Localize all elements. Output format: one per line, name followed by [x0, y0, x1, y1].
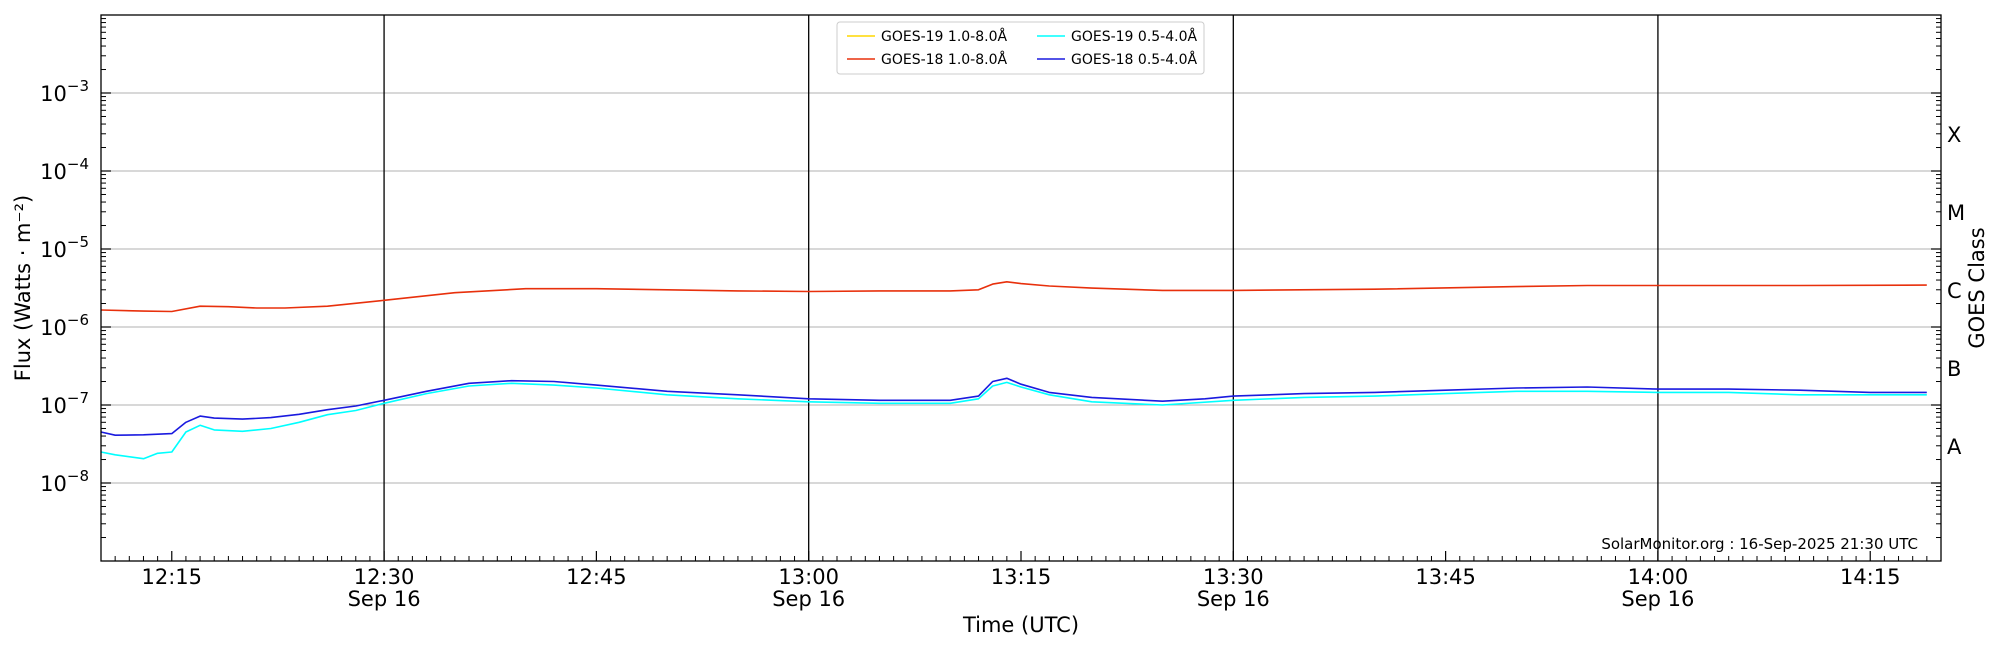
x-tick-label: 12:30 [354, 565, 415, 589]
x-tick-label: 13:15 [991, 565, 1052, 589]
x-tick-date: Sep 16 [1197, 587, 1270, 611]
legend-label-0: GOES-19 1.0-8.0Å [881, 28, 1007, 45]
y-tick-exponent: −4 [67, 155, 89, 173]
goes-class-m: M [1947, 201, 1965, 225]
y-axis-title: Flux (Watts · m⁻²) [11, 195, 35, 381]
goes-class-c: C [1947, 279, 1962, 303]
y-tick-label: 10−6 [40, 311, 89, 340]
legend-box [836, 21, 1205, 75]
y-tick-exponent: −8 [67, 467, 89, 485]
x-tick-label: 13:00 [778, 565, 839, 589]
x-axis-title: Time (UTC) [962, 613, 1079, 637]
y-tick-exponent: −3 [67, 77, 89, 95]
right-axis-title: GOES Class [1965, 227, 1989, 348]
credit-text: SolarMonitor.org : 16-Sep-2025 21:30 UTC [1601, 535, 1918, 553]
y-tick-label: 10−3 [40, 77, 89, 106]
legend: GOES-19 1.0-8.0Å GOES-18 1.0-8.0Å GOES-19 … [836, 21, 1205, 75]
x-tick-label: 14:00 [1628, 565, 1689, 589]
y-tick-labels: 10−810−710−610−510−410−3 [40, 77, 89, 496]
x-tick-date: Sep 16 [772, 587, 845, 611]
day-marker-lines [383, 15, 1659, 561]
y-tick-label: 10−5 [40, 233, 89, 262]
legend-label-3: GOES-18 0.5-4.0Å [1071, 51, 1197, 68]
series-lines [100, 280, 1927, 460]
y-tick-label: 10−7 [40, 389, 89, 418]
goes-class-x: X [1947, 123, 1961, 147]
y-tick-base: 10 [40, 316, 67, 340]
y-tick-base: 10 [40, 394, 67, 418]
x-tick-label: 12:15 [142, 565, 203, 589]
axis-ticks [101, 18, 1941, 561]
series-line-3 [100, 377, 1927, 437]
goes-class-b: B [1947, 357, 1961, 381]
series-line-2 [100, 381, 1927, 460]
x-tick-label: 13:30 [1203, 565, 1264, 589]
x-tick-label: 13:45 [1415, 565, 1476, 589]
x-tick-date: Sep 16 [1621, 587, 1694, 611]
y-tick-base: 10 [40, 472, 67, 496]
plot-frame [100, 14, 1942, 562]
y-tick-base: 10 [40, 82, 67, 106]
x-tick-label: 12:45 [566, 565, 627, 589]
legend-label-2: GOES-19 0.5-4.0Å [1071, 28, 1197, 45]
y-tick-exponent: −5 [67, 233, 89, 251]
y-tick-label: 10−4 [40, 155, 89, 184]
x-tick-label: 14:15 [1840, 565, 1901, 589]
goes-class-labels: A B C M X [1947, 123, 1965, 459]
goes-class-a: A [1947, 435, 1962, 459]
series-line-1 [100, 280, 1927, 313]
legend-label-1: GOES-18 1.0-8.0Å [881, 51, 1007, 68]
x-tick-date: Sep 16 [348, 587, 421, 611]
y-tick-exponent: −6 [67, 311, 89, 329]
y-tick-exponent: −7 [67, 389, 89, 407]
y-tick-base: 10 [40, 238, 67, 262]
grid-lines [101, 92, 1941, 484]
y-tick-base: 10 [40, 160, 67, 184]
y-tick-label: 10−8 [40, 467, 89, 496]
